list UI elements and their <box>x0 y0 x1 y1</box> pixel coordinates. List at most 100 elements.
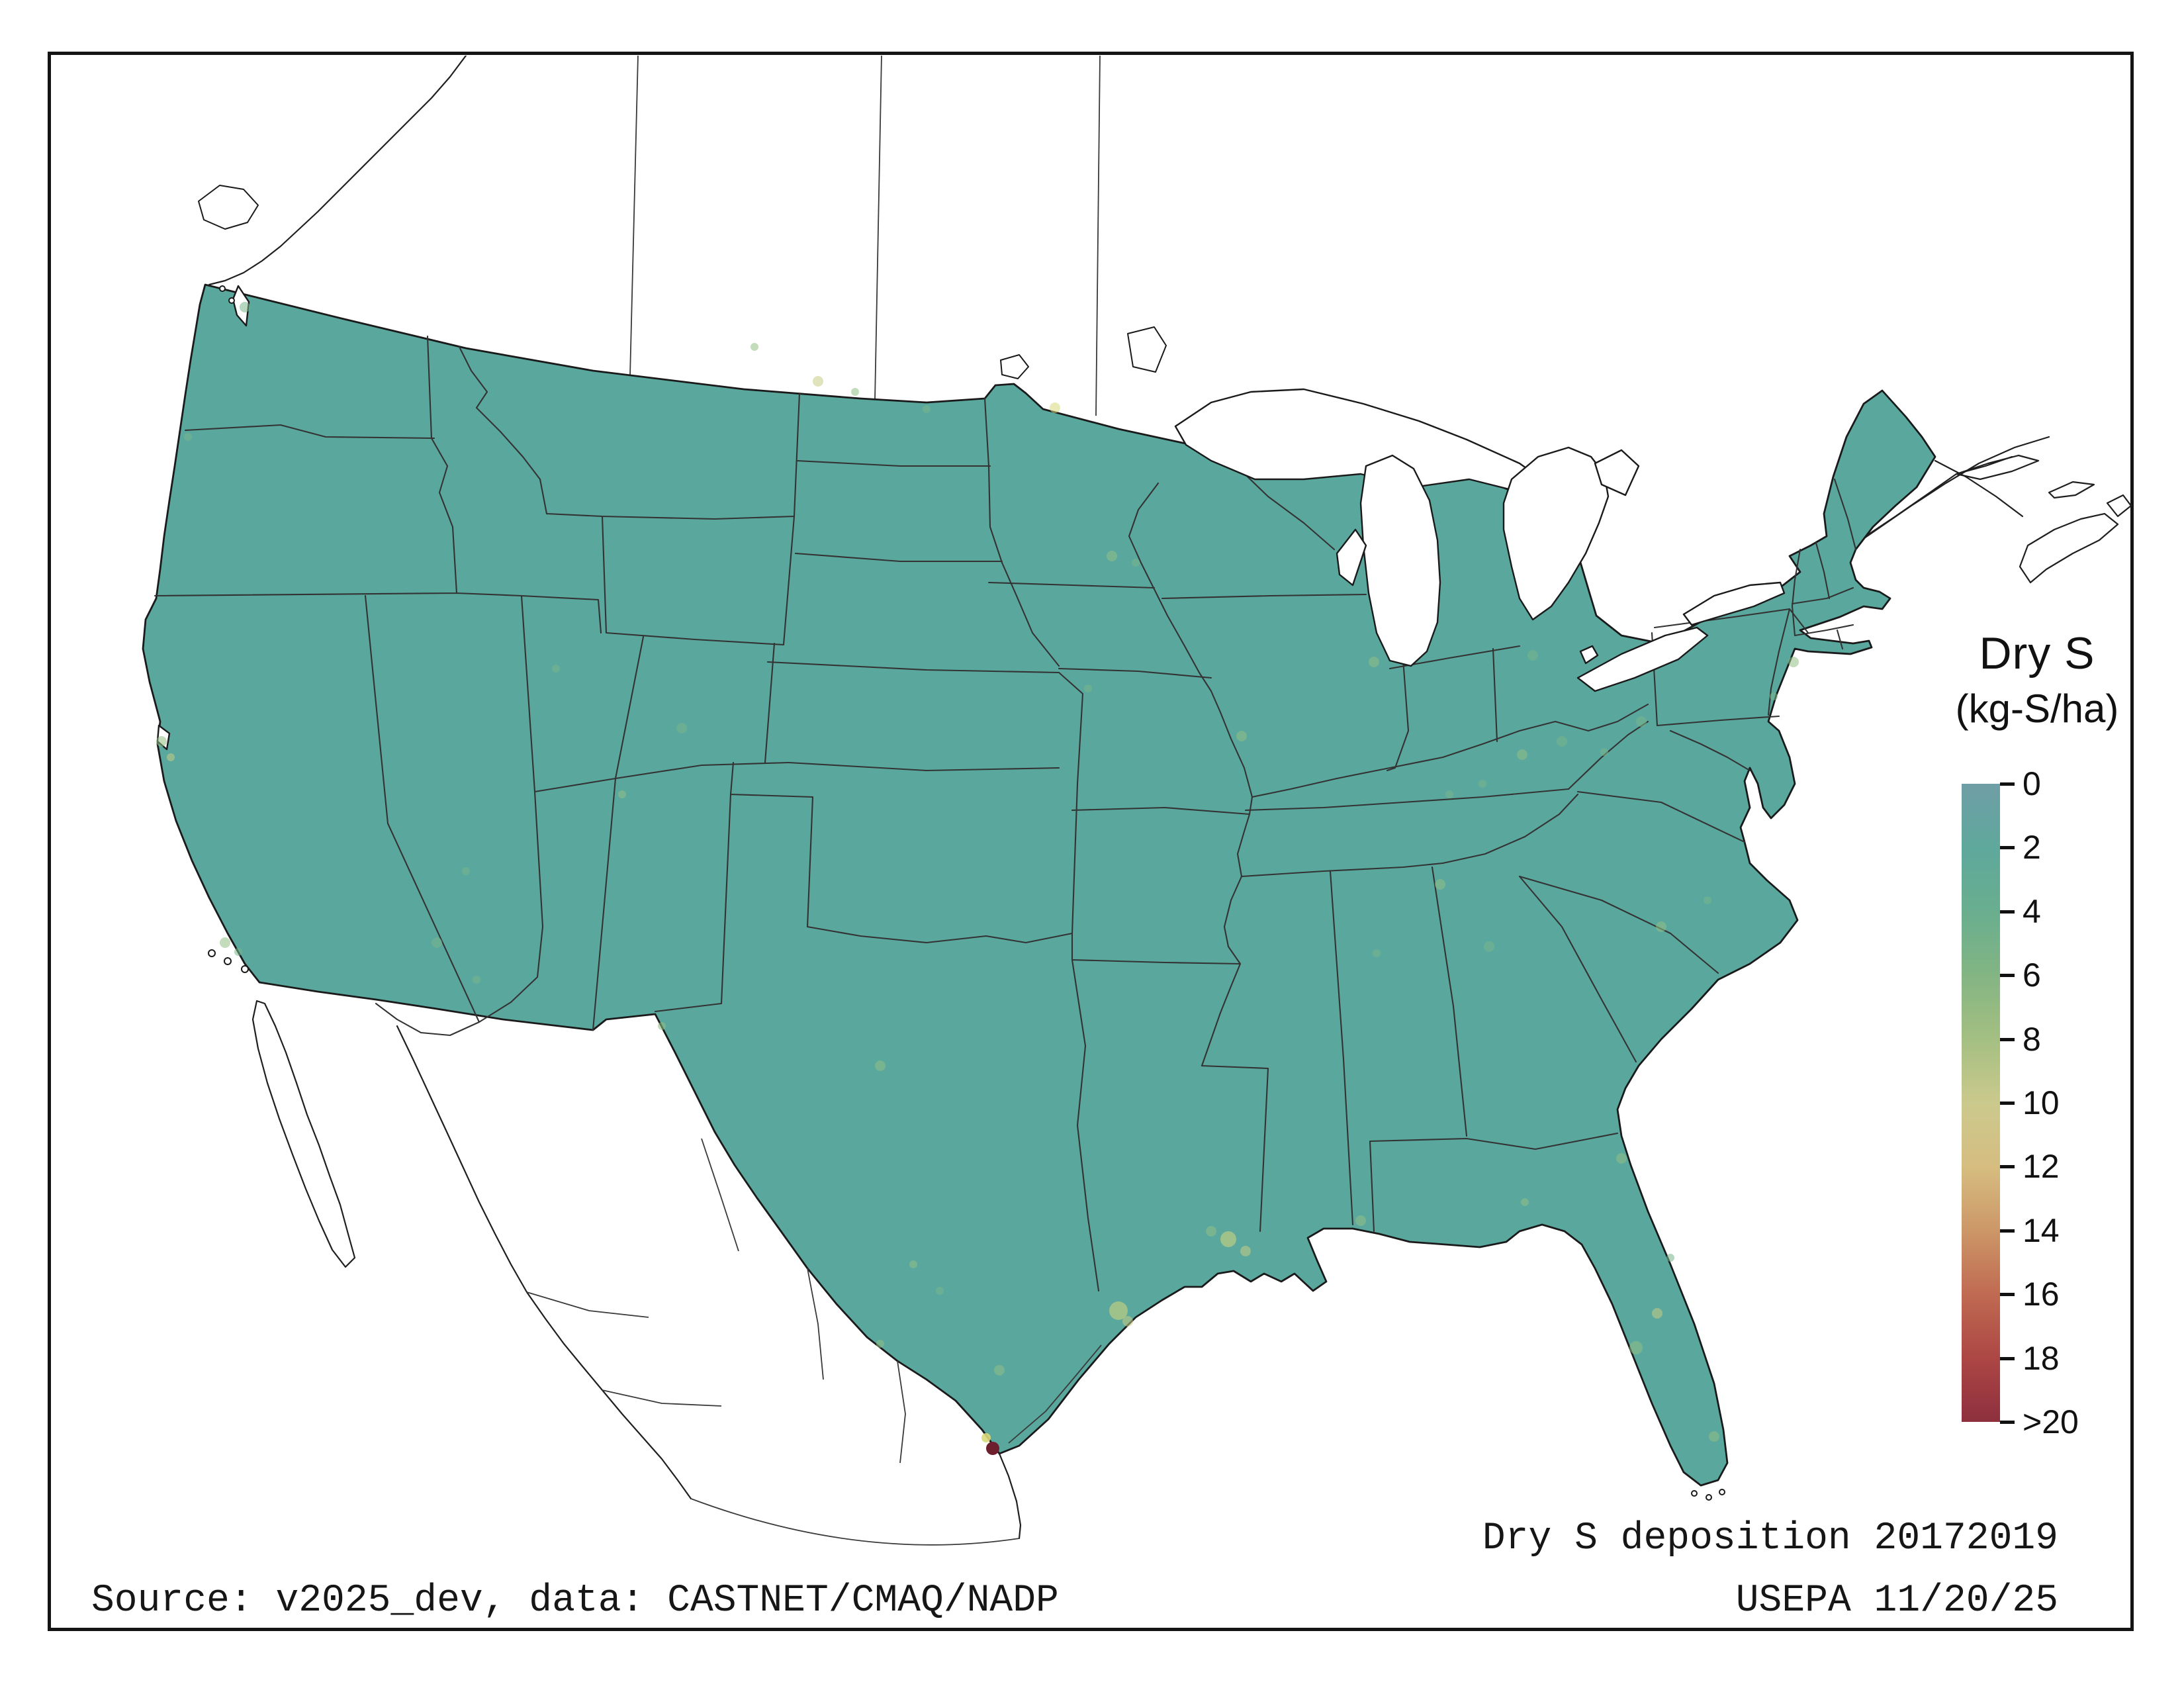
map-frame <box>48 52 2134 1631</box>
deposition-hotspot <box>1479 780 1486 788</box>
deposition-hotspot <box>1629 1341 1643 1354</box>
legend-tick-label: 14 <box>2023 1211 2060 1249</box>
extreme-hotspot <box>986 1442 999 1455</box>
legend-tick-mark <box>2000 1229 2015 1233</box>
deposition-hotspot <box>1220 1231 1236 1247</box>
deposition-hotspot <box>1369 657 1379 667</box>
deposition-hotspot <box>1240 1246 1251 1256</box>
deposition-hotspot <box>1788 657 1799 667</box>
gaspe-peninsula <box>1955 454 2040 481</box>
channel-island <box>208 949 216 957</box>
deposition-hotspot <box>1521 1198 1529 1206</box>
agency-date-caption: USEPA 11/20/25 <box>1735 1579 2058 1622</box>
state-borders-southeast <box>1329 790 1746 1233</box>
canada-province-border-3 <box>1095 56 1101 416</box>
deposition-hotspot <box>1435 879 1445 890</box>
deposition-hotspot <box>923 405 931 413</box>
new-brunswick-coast <box>1934 459 2024 518</box>
lake-st-clair <box>1579 645 1599 665</box>
legend-title: Dry S <box>1979 628 2095 679</box>
legend-tick-label: 6 <box>2023 957 2041 994</box>
deposition-hotspot <box>1616 1153 1627 1164</box>
deposition-hotspot <box>1527 650 1538 661</box>
deposition-hotspot <box>1107 551 1117 561</box>
deposition-hotspot <box>1206 1226 1216 1237</box>
georgian-bay <box>1594 449 1640 496</box>
deposition-hotspot <box>875 1060 886 1071</box>
deposition-hotspot <box>473 976 480 984</box>
legend-tick-label: 10 <box>2023 1084 2060 1121</box>
offshore-islands <box>208 285 1725 1501</box>
legend-ticks: 0 2 4 6 8 10 12 14 16 18 >20 <box>2000 765 2146 1440</box>
cape-breton-island <box>2106 494 2132 518</box>
legend-tick-mark <box>2000 1356 2015 1360</box>
deposition-hotspot <box>1770 692 1778 700</box>
dataset-caption: Dry S deposition 20172019 <box>1482 1517 2058 1560</box>
legend-tick-mark <box>2000 846 2015 850</box>
legend-tick-label: 12 <box>2023 1148 2060 1186</box>
deposition-hotspot <box>1517 749 1527 760</box>
deposition-hotspot <box>1636 716 1647 727</box>
deposition-hotspot <box>1373 949 1381 957</box>
state-borders-midwest <box>1161 462 1649 878</box>
state-borders-plains <box>654 397 1251 1292</box>
legend-tick-mark <box>2000 910 2015 914</box>
deposition-hotspot <box>658 1022 666 1030</box>
mexico-state-borders <box>526 1138 906 1464</box>
legend-tick-mark <box>2000 782 2015 786</box>
florida-key <box>1706 1494 1712 1501</box>
baja-california <box>251 1000 356 1268</box>
legend-tick-label: 18 <box>2023 1339 2060 1377</box>
florida-key <box>1719 1489 1725 1495</box>
legend-tick-mark <box>2000 974 2015 978</box>
deposition-hotspot <box>751 343 758 351</box>
legend-tick-mark <box>2000 1165 2015 1169</box>
channel-island <box>224 957 232 965</box>
deposition-hotspot <box>1484 941 1494 952</box>
lake-nipigon <box>1127 326 1167 373</box>
legend-tick-label: 8 <box>2023 1020 2041 1058</box>
deposition-hotspot <box>1666 1254 1674 1262</box>
deposition-hotspot <box>1122 1316 1133 1327</box>
deposition-hotspot <box>1236 731 1247 741</box>
canada-province-border-2 <box>874 56 882 400</box>
deposition-hotspot <box>876 1340 884 1348</box>
legend-tick-label: 4 <box>2023 892 2041 930</box>
deposition-hotspot <box>1600 748 1608 756</box>
florida-key <box>1691 1490 1698 1497</box>
deposition-hotspot <box>462 867 470 875</box>
state-borders-west <box>154 335 801 1037</box>
mexico-map-edge <box>690 1498 1020 1546</box>
lake-huron <box>1502 446 1610 621</box>
deposition-hotspot <box>184 433 192 441</box>
lake-of-the-woods <box>1000 354 1029 379</box>
prince-edward-island <box>2048 481 2095 499</box>
legend-tick-label: >20 <box>2023 1403 2079 1440</box>
green-bay <box>1336 528 1367 586</box>
us-landmass <box>142 283 1936 1487</box>
texas-barrier-islands <box>1008 1344 1102 1444</box>
deposition-hotspot <box>909 1260 917 1268</box>
deposition-hotspot <box>851 388 859 396</box>
british-columbia-coast <box>208 56 467 286</box>
deposition-hotspot <box>676 723 687 733</box>
deposition-hotspot <box>1445 790 1453 798</box>
state-borders <box>154 335 1857 1292</box>
deposition-hotspot <box>813 376 823 387</box>
lake-ontario <box>1682 581 1786 626</box>
legend-tick-mark <box>2000 1037 2015 1041</box>
legend-tick-label: 16 <box>2023 1276 2060 1313</box>
deposition-hotspot <box>156 736 167 747</box>
nova-scotia <box>2019 512 2119 584</box>
legend-gradient <box>1962 784 2000 1422</box>
source-caption: Source: v2025_dev, data: CASTNET/CMAQ/NA… <box>91 1579 1059 1622</box>
deposition-hotspot <box>167 753 175 761</box>
deposition-hotspot <box>1355 1215 1366 1226</box>
lake-michigan <box>1359 454 1441 667</box>
san-juan-islet <box>219 285 226 292</box>
state-borders-northeast <box>1567 478 1857 790</box>
deposition-hotspot <box>1709 1431 1719 1442</box>
legend-units: (kg-S/ha) <box>1955 686 2119 731</box>
